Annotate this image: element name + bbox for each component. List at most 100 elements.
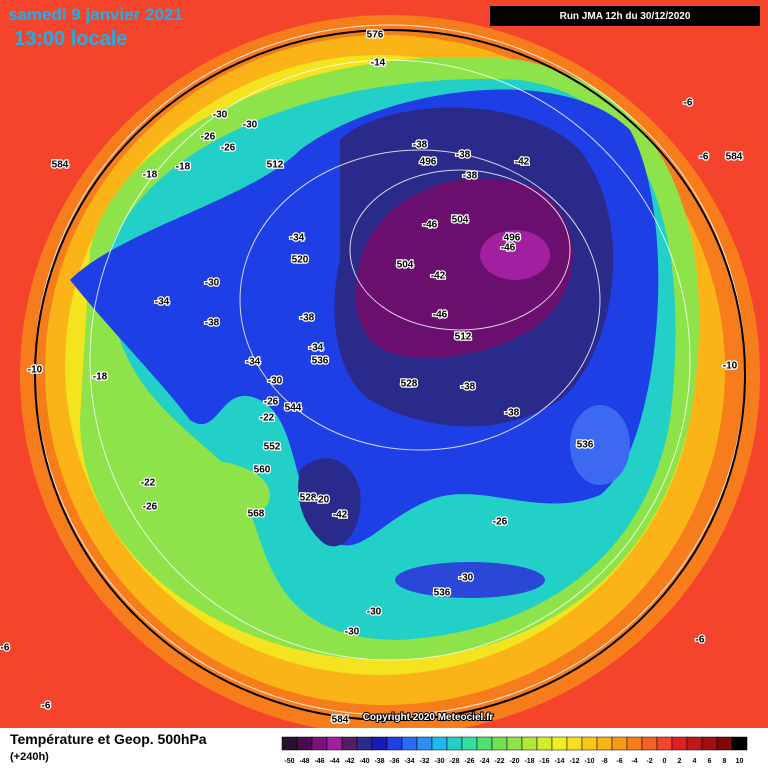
contour-label: 520 (292, 255, 309, 266)
colorbar-swatch (356, 736, 373, 751)
colorbar-swatch (701, 736, 718, 751)
contour-label: -30 (345, 627, 360, 638)
contour-label: -20 (315, 495, 330, 506)
colorbar-swatch (581, 736, 598, 751)
colorbar-swatch (566, 736, 583, 751)
contour-label: -22 (260, 413, 275, 424)
colorbar-label: -48 (299, 758, 309, 765)
contour-label: -22 (141, 478, 156, 489)
colorbar-swatch (671, 736, 688, 751)
contour-label: 536 (434, 588, 451, 599)
colorbar-label: 2 (678, 758, 682, 765)
date: samedi 9 janvier 2021 (8, 5, 183, 24)
contour-label: -30 (213, 110, 228, 121)
colorbar-swatch (431, 736, 448, 751)
contour-label: -6 (1, 643, 10, 654)
contour-label: -6 (696, 635, 705, 646)
contour-label: -38 (461, 382, 476, 393)
contour-label: -34 (155, 297, 170, 308)
colorbar-label: -20 (509, 758, 519, 765)
colorbar-label: -32 (419, 758, 429, 765)
colorbar-swatch (521, 736, 538, 751)
colorbar-label: -26 (464, 758, 474, 765)
colorbar-swatch (716, 736, 733, 751)
contour-label: 504 (452, 215, 469, 226)
contour-label: -38 (205, 318, 220, 329)
contour-label: -38 (505, 408, 520, 419)
colorbar-swatch (536, 736, 553, 751)
colorbar-label: -14 (554, 758, 564, 765)
contour-label: 560 (254, 465, 271, 476)
run-box (490, 6, 760, 26)
contour-label: -18 (93, 372, 108, 383)
contour-label: -46 (423, 220, 438, 231)
temperature-field (20, 15, 760, 735)
contour-label: 504 (397, 260, 414, 271)
lead-time: (+240h) (10, 751, 49, 763)
colorbar-swatch (626, 736, 643, 751)
copyright: Copyright 2020 Meteociel.fr (363, 712, 494, 723)
colorbar-label: -22 (494, 758, 504, 765)
contour-label: -46 (433, 310, 448, 321)
contour-label: 512 (267, 160, 284, 171)
colorbar-label: -46 (314, 758, 324, 765)
map-labels: 576 -14 -6 -6 584 -30 -30 -26 -26 -18 -18 584 512 -38… (0, 28, 744, 727)
colorbar-swatch (341, 736, 358, 751)
colorbar-swatch (506, 736, 523, 751)
colorbar-swatch (656, 736, 673, 751)
contour-label: -18 (176, 162, 191, 173)
footer-title: Température et Geop. 500hPa (10, 731, 207, 747)
contour-label: -30 (459, 573, 474, 584)
colorbar-swatch (311, 736, 328, 751)
colorbar-label: -10 (584, 758, 594, 765)
contour-label: -38 (463, 171, 478, 182)
contour-label: 544 (285, 403, 302, 414)
contour-label: 496 (420, 157, 437, 168)
colorbar-label: -40 (359, 758, 369, 765)
colorbar-label: -6 (616, 758, 622, 765)
colorbar-swatch (686, 736, 703, 751)
colorbar-label: -30 (434, 758, 444, 765)
colorbar-label: 0 (663, 758, 667, 765)
colorbar-label: -8 (601, 758, 607, 765)
contour-label: -26 (493, 517, 508, 528)
colorbar-label: -16 (539, 758, 549, 765)
colorbar-label: -24 (479, 758, 489, 765)
contour-label: 496 (504, 233, 521, 244)
contour-label: -46 (501, 243, 516, 254)
contour-label: -26 (201, 132, 216, 143)
colorbar-label: -42 (344, 758, 354, 765)
contour-label: 528 (300, 493, 317, 504)
colorbar-label: -38 (374, 758, 384, 765)
colorbar-swatch (611, 736, 628, 751)
contour-label: -18 (143, 170, 158, 181)
colorbar-swatch (386, 736, 403, 751)
colorbar-swatch (596, 736, 613, 751)
colorbar-swatch (446, 736, 463, 751)
colorbar-swatch (416, 736, 433, 751)
contour-label: 576 (367, 30, 384, 41)
contour-label: 584 (52, 160, 69, 171)
contour-label: -38 (456, 150, 471, 161)
contour-label: -10 (723, 361, 738, 372)
colorbar-swatch (491, 736, 508, 751)
colorbar-label: -4 (631, 758, 637, 765)
colorbar-label: 10 (736, 758, 744, 765)
contour-label: -26 (221, 143, 236, 154)
contour-label: -42 (333, 510, 348, 521)
contour-label: 528 (401, 379, 418, 390)
contour-label: -34 (246, 357, 261, 368)
colorbar-swatch (641, 736, 658, 751)
colorbar-swatch (371, 736, 388, 751)
contour-label: -6 (700, 152, 709, 163)
contour-label: 584 (332, 715, 349, 726)
colorbar-label: 6 (708, 758, 712, 765)
contour-label: 536 (577, 440, 594, 451)
time: 13:00 locale (14, 28, 127, 50)
colorbar-swatch (401, 736, 418, 751)
contour-label: -42 (431, 271, 446, 282)
contour-label: -38 (413, 140, 428, 151)
colorbar-label: -36 (389, 758, 399, 765)
run: Run JMA 12h du 30/12/2020 (560, 11, 691, 22)
contour-label: -30 (205, 278, 220, 289)
